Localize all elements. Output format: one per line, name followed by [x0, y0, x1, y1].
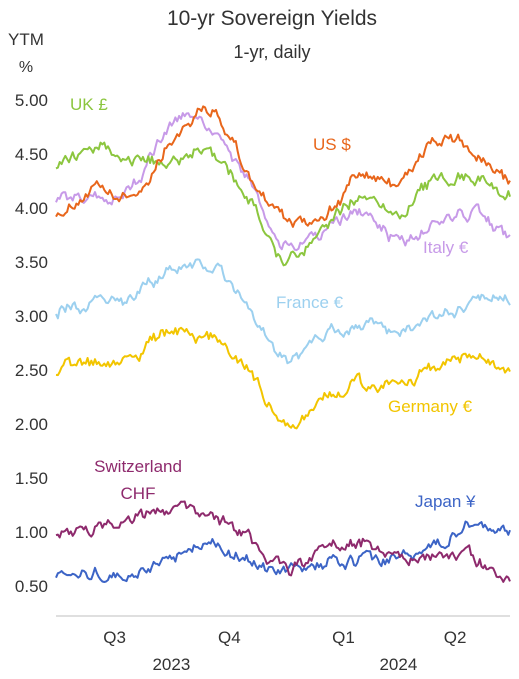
y-tick-label: 2.50: [15, 361, 48, 380]
label-japan: Japan ¥: [415, 492, 476, 511]
y-tick-label: 5.00: [15, 91, 48, 110]
x-quarter-label: Q3: [103, 628, 126, 647]
x-year-label: 2023: [152, 655, 190, 674]
label-italy: Italy €: [423, 238, 469, 257]
y-axis-label: YTM: [8, 30, 44, 49]
series-line-us: [55, 105, 511, 228]
y-tick-label: 1.00: [15, 523, 48, 542]
y-tick-label: 0.50: [15, 577, 48, 596]
x-quarter-label: Q2: [444, 628, 467, 647]
label-switzerland: Switzerland: [94, 457, 182, 476]
x-quarter-label: Q4: [218, 628, 241, 647]
y-tick-label: 4.00: [15, 199, 48, 218]
y-axis-unit: %: [19, 59, 33, 76]
x-year-label: 2024: [379, 655, 417, 674]
y-tick-label: 1.50: [15, 469, 48, 488]
y-tick-label: 4.50: [15, 145, 48, 164]
chart-title: 10-yr Sovereign Yields: [167, 7, 377, 30]
series-line-switzerland: [55, 500, 511, 583]
series-line-japan: [55, 520, 511, 583]
series-line-uk: [55, 141, 511, 267]
label-germany: Germany €: [388, 397, 473, 416]
label-chf: CHF: [121, 484, 156, 503]
label-uk: UK £: [70, 95, 108, 114]
chart-subtitle: 1-yr, daily: [233, 42, 310, 62]
series-line-france: [55, 258, 511, 365]
x-quarter-label: Q1: [332, 628, 355, 647]
series-line-germany: [55, 326, 511, 430]
label-us: US $: [313, 135, 351, 154]
series-line-italy: [55, 112, 511, 252]
y-tick-label: 3.00: [15, 307, 48, 326]
y-tick-label: 3.50: [15, 253, 48, 272]
y-tick-label: 2.00: [15, 415, 48, 434]
label-france: France €: [276, 293, 344, 312]
